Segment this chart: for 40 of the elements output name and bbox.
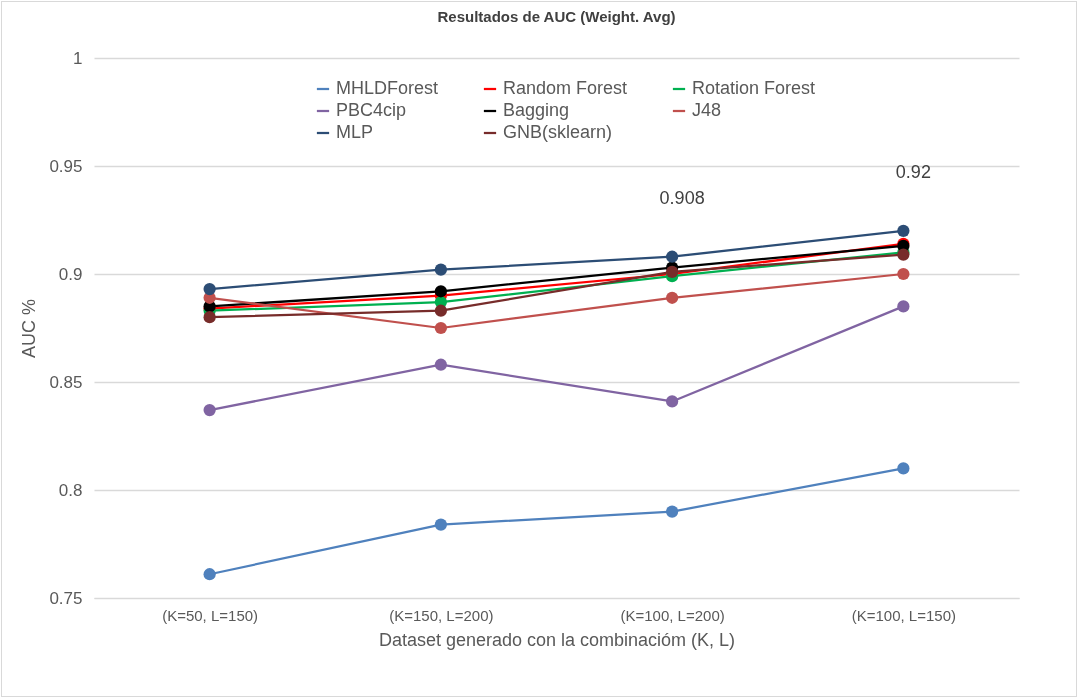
- y-tick-label: 0.75: [49, 588, 83, 608]
- point: [203, 403, 216, 417]
- point: [666, 395, 679, 408]
- point: [666, 505, 679, 518]
- legend-label: GNB(sklearn): [503, 122, 613, 142]
- data-label: 0.908: [659, 187, 705, 208]
- point: [434, 358, 447, 371]
- y-tick-label: 0.95: [49, 156, 83, 176]
- legend-label: MLP: [336, 122, 374, 142]
- x-tick-label: (K=100, L=200): [620, 606, 725, 624]
- point: [897, 300, 910, 313]
- point: [203, 568, 216, 581]
- x-tick-label: (K=100, L=150): [851, 606, 956, 624]
- chart-title: Resultados de AUC (Weight. Avg): [437, 8, 676, 25]
- point: [897, 267, 910, 281]
- legend-label: Random Forest: [503, 78, 628, 98]
- point: [434, 321, 447, 335]
- legend-label: Rotation Forest: [692, 78, 816, 98]
- y-axis-title: AUC %: [19, 298, 40, 359]
- legend-label: MHLDForest: [336, 78, 439, 98]
- point: [434, 518, 447, 531]
- point: [666, 291, 679, 304]
- point: [203, 283, 216, 296]
- point: [434, 285, 447, 298]
- y-tick-label: 0.85: [49, 372, 83, 392]
- legend-label: PBC4cip: [336, 100, 407, 120]
- y-tick-label: 0.8: [58, 480, 83, 500]
- point: [897, 462, 910, 475]
- legend-label: J48: [692, 100, 722, 120]
- y-tick-label: 1: [73, 48, 83, 68]
- point: [434, 263, 447, 276]
- point: [434, 304, 447, 317]
- x-tick-label: (K=150, L=200): [389, 606, 494, 624]
- point: [897, 224, 910, 237]
- x-tick-label: (K=50, L=150): [162, 606, 259, 624]
- y-tick-label: 0.9: [58, 264, 83, 284]
- x-axis-title: Dataset generado con la combinacióm (K, L): [378, 629, 736, 650]
- data-label: 0.92: [895, 161, 931, 182]
- point: [666, 250, 679, 263]
- legend-label: Bagging: [503, 100, 570, 120]
